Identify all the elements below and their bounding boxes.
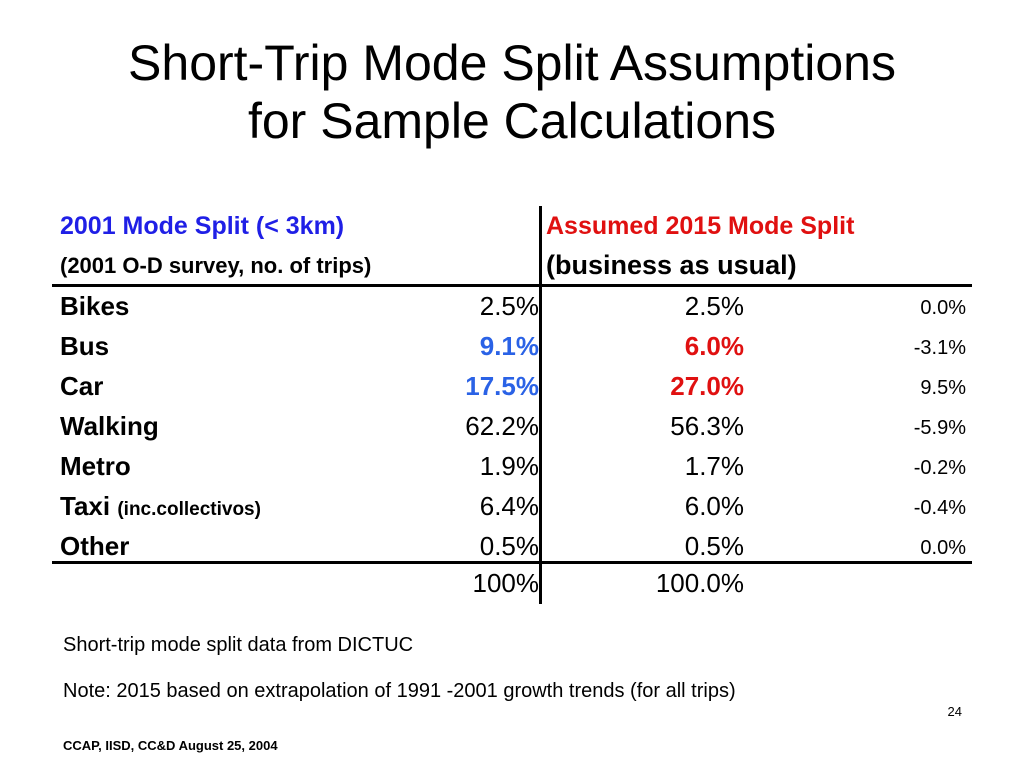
total-divider [52,561,972,564]
value-change: -5.9% [913,417,966,439]
mode-split-table: 2001 Mode Split (< 3km) (2001 O-D survey… [52,206,972,604]
value-change: 0.0% [920,297,966,319]
value-2001: 0.5% [479,531,539,561]
mode-label: Bikes [60,291,130,321]
value-2001: 9.1% [479,331,539,361]
extrapolation-note: Note: 2015 based on extrapolation of 199… [63,680,736,702]
table-row-walking: Walking 62.2% 56.3% -5.9% [52,406,972,446]
mode-label: Metro [60,451,131,481]
value-2001: 6.4% [479,491,539,521]
value-change: 9.5% [920,377,966,399]
table-row-metro: Metro 1.9% 1.7% -0.2% [52,446,972,486]
total-2001: 100% [472,568,540,598]
value-2001: 1.9% [479,451,539,481]
value-2015: 6.0% [684,331,744,361]
table-row-other: Other 0.5% 0.5% 0.0% [52,526,972,566]
value-change: -3.1% [913,337,966,359]
value-2015: 6.0% [684,491,744,521]
value-change: -0.4% [913,497,966,519]
value-2015: 27.0% [670,371,744,401]
table-row-bus: Bus 9.1% 6.0% -3.1% [52,326,972,366]
header-divider [52,284,972,287]
slide-title-line1: Short-Trip Mode Split Assumptions [128,35,896,91]
total-2015: 100.0% [655,568,744,598]
table-row-total: 100% 100.0% [52,563,972,603]
source-note: Short-trip mode split data from DICTUC [63,634,414,656]
mode-label: Car [60,371,104,401]
subheader-2001: (2001 O-D survey, no. of trips) [60,253,372,278]
value-2001: 62.2% [465,411,539,441]
mode-label: Walking [60,411,159,441]
header-2015: Assumed 2015 Mode Split [546,212,855,240]
value-2001: 2.5% [479,291,539,321]
column-divider [539,206,542,604]
mode-label: Other [60,531,130,561]
value-2001: 17.5% [465,371,539,401]
header-2001: 2001 Mode Split (< 3km) [60,212,345,240]
value-2015: 2.5% [684,291,744,321]
mode-label: Taxi (inc.collectivos) [60,491,261,521]
value-change: -0.2% [913,457,966,479]
value-2015: 1.7% [684,451,744,481]
mode-note: (inc.collectivos) [117,499,261,520]
mode-label: Bus [60,331,110,361]
table-row-taxi: Taxi (inc.collectivos) 6.4% 6.0% -0.4% [52,486,972,526]
subheader-2015: (business as usual) [546,250,797,280]
slide-title-line2: for Sample Calculations [247,93,777,149]
value-2015: 0.5% [684,531,744,561]
table-row-car: Car 17.5% 27.0% 9.5% [52,366,972,406]
value-2015: 56.3% [670,411,744,441]
slide-title: Short-Trip Mode Split Assumptions for Sa… [0,34,1024,150]
value-change: 0.0% [920,537,966,559]
footer-text: CCAP, IISD, CC&D August 25, 2004 [63,738,278,753]
page-number: 24 [947,704,962,719]
table-row-bikes: Bikes 2.5% 2.5% 0.0% [52,286,972,326]
